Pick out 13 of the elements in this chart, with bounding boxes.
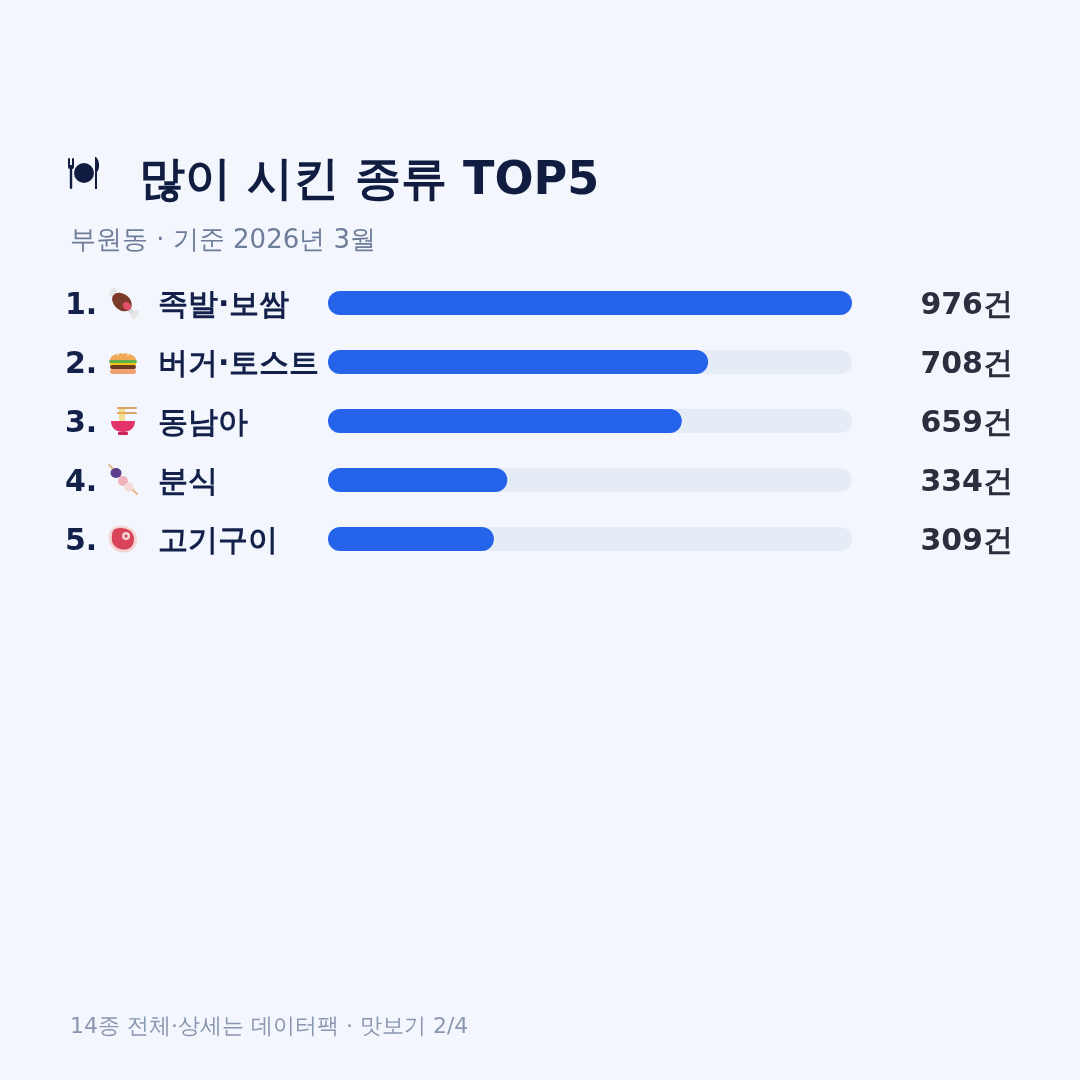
data-label: 309건 <box>920 521 1013 557</box>
category-label: 3. 동남아 <box>65 403 248 439</box>
data-label: 976건 <box>920 285 1013 321</box>
chart-title: 많이 시킨 종류 TOP5 <box>139 151 600 205</box>
data-label: 334건 <box>920 462 1013 498</box>
category-label: 4. 분식 <box>65 462 218 498</box>
data-label: 659건 <box>920 403 1013 439</box>
category-label: 2. 버거·토스트 <box>65 344 320 380</box>
data-label: 708건 <box>920 344 1013 380</box>
text: 14종 전체·상세는 데이터팩 · 맛보기 2/4 <box>70 1012 469 1038</box>
category-label: 1. 족발·보쌈 <box>65 285 290 321</box>
chart-subtitle: 부원동 · 기준 2026년 3월 <box>70 224 377 254</box>
category-label: 5. 고기구이 <box>65 521 278 557</box>
